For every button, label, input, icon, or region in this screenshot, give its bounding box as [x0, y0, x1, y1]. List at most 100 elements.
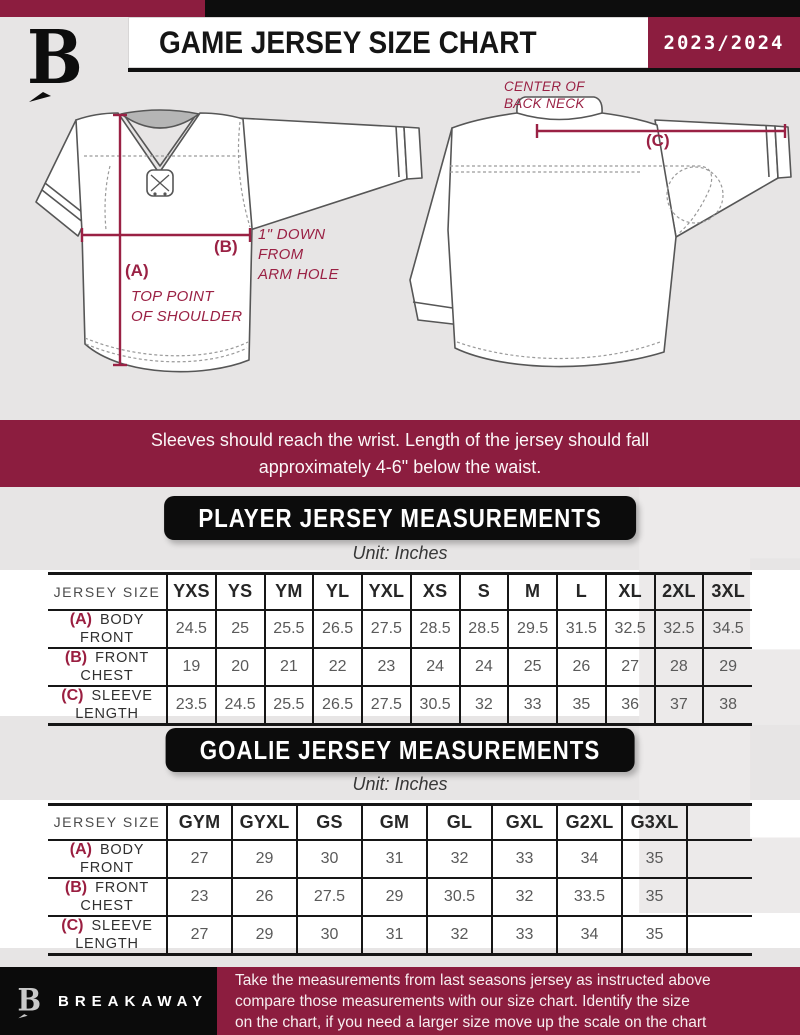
measurement-value-cell: 29 — [231, 839, 297, 878]
footer-instruction-line: compare those measurements with our size… — [235, 992, 690, 1010]
measurement-row-label: (B) FRONT CHEST — [48, 878, 167, 916]
measurement-value-cell: 29 — [702, 647, 752, 686]
measurement-value-cell: 27.5 — [296, 877, 362, 916]
player-banner-label: PLAYER JERSEY MEASUREMENTS — [198, 502, 602, 532]
empty-cell — [686, 877, 752, 916]
measurement-value-cell: 32.5 — [604, 609, 655, 648]
measure-key: (C) — [61, 686, 84, 704]
measure-c-note-line: CENTER OF — [504, 79, 585, 94]
measurement-value-cell: 28.5 — [458, 609, 509, 648]
goalie-unit-label: Unit: Inches — [352, 774, 448, 794]
measurement-value-cell: 26 — [231, 877, 297, 916]
table-row: (C) SLEEVE LENGTH 23.5 24.5 25.5 26.5 27.5 30.5… — [48, 685, 752, 725]
measure-b-label: (B) — [214, 237, 238, 256]
measure-name: SLEEVE LENGTH — [75, 917, 153, 952]
size-column-header: YS — [214, 573, 265, 610]
measurement-value-cell: 22 — [312, 647, 362, 686]
breakaway-footer-logo-icon — [17, 982, 42, 1019]
measurement-value-cell: 32 — [458, 685, 509, 724]
title-bar: GAME JERSEY SIZE CHART — [128, 17, 648, 68]
measurement-value-cell: 27.5 — [361, 609, 411, 648]
measurement-value-cell: 19 — [166, 647, 216, 686]
footer-instructions: Take the measurements from last seasons … — [217, 967, 800, 1035]
measurement-value-cell: 30.5 — [409, 685, 460, 724]
goalie-banner-label: GOALIE JERSEY MEASUREMENTS — [199, 734, 601, 764]
measurement-value-cell: 27 — [166, 839, 232, 878]
empty-cell — [686, 915, 752, 954]
measurement-value-cell: 31 — [361, 839, 427, 878]
measure-key: (B) — [64, 648, 88, 666]
size-column-header: GL — [426, 804, 492, 840]
size-column-header: G2XL — [556, 804, 622, 840]
measure-a-note-line: OF SHOULDER — [131, 308, 243, 325]
player-unit-label: Unit: Inches — [352, 543, 448, 563]
measure-b-note-line: FROM — [258, 246, 304, 263]
measurement-value-cell: 26 — [556, 647, 606, 686]
measurement-value-cell: 30 — [296, 915, 362, 954]
measurement-value-cell: 31 — [361, 915, 427, 954]
measurement-lines — [80, 113, 787, 367]
measurement-row-label: (A) BODY FRONT — [48, 610, 167, 648]
goalie-size-table: JERSEY SIZE GYM GYXL GS GM GL GXL G2XL G3XL (A) BO… — [48, 803, 752, 956]
measurement-value-cell: 25.5 — [263, 609, 314, 648]
measurement-value-cell: 26.5 — [312, 609, 362, 648]
measurement-value-cell: 30.5 — [426, 877, 492, 916]
measurement-value-cell: 29.5 — [507, 609, 557, 648]
measurement-value-cell: 27 — [604, 647, 655, 686]
measurement-value-cell: 31.5 — [556, 609, 606, 648]
measurement-value-cell: 24.5 — [214, 685, 265, 724]
measurement-value-cell: 35 — [556, 685, 606, 724]
size-column-header: L — [556, 573, 606, 610]
measurement-value-cell: 29 — [231, 915, 297, 954]
back-jersey-diagram — [409, 96, 792, 368]
breakaway-logo-icon — [27, 16, 83, 102]
measurement-value-cell: 26.5 — [312, 685, 362, 724]
measurement-value-cell: 32 — [491, 877, 557, 916]
measurement-row-label: (C) SLEEVE LENGTH — [48, 916, 167, 955]
size-column-header: 2XL — [653, 573, 704, 610]
measurement-row-label: (A) BODY FRONT — [48, 840, 167, 878]
measure-b-note-line: ARM HOLE — [258, 266, 339, 283]
size-column-header: GM — [361, 804, 427, 840]
measurement-row-label: (C) SLEEVE LENGTH — [48, 686, 167, 725]
measure-name: BODY FRONT — [80, 611, 145, 646]
size-column-header: GYXL — [231, 804, 297, 840]
measurement-value-cell: 32 — [426, 915, 492, 954]
measurement-value-cell: 34.5 — [702, 609, 752, 648]
measurement-value-cell: 23 — [361, 647, 411, 686]
measurement-value-cell: 34 — [556, 915, 622, 954]
measurement-row-label: (B) FRONT CHEST — [48, 648, 167, 686]
footer-instruction-line: Take the measurements from last seasons … — [235, 971, 711, 989]
size-column-header: 3XL — [702, 573, 752, 610]
fit-note-line: Sleeves should reach the wrist. Length o… — [150, 429, 650, 450]
measure-b-note-line: 1" DOWN — [258, 226, 326, 243]
measurement-value-cell: 28 — [653, 647, 704, 686]
table-row: (C) SLEEVE LENGTH 27 29 30 31 32 33 34 35 — [48, 915, 752, 955]
table-row: (B) FRONT CHEST 19 20 21 22 23 24 24 25 26 27 28 29 — [48, 647, 752, 686]
measure-c-note-line: BACK NECK — [504, 96, 585, 111]
season-badge: 2023/2024 — [648, 17, 800, 68]
top-strip-maroon — [0, 0, 205, 17]
measurement-value-cell: 33 — [491, 839, 557, 878]
size-column-header: GXL — [491, 804, 557, 840]
measure-b-note: 1" DOWN FROM ARM HOLE — [258, 225, 339, 285]
measurement-value-cell: 34 — [556, 839, 622, 878]
jersey-size-header: JERSEY SIZE — [53, 583, 161, 600]
measurement-value-cell: 36 — [604, 685, 655, 724]
size-column-header: XS — [409, 573, 460, 610]
size-column-header: XL — [604, 573, 655, 610]
measurement-value-cell: 29 — [361, 877, 427, 916]
size-column-header: GS — [296, 804, 362, 840]
table-row: (A) BODY FRONT 24.5 25 25.5 26.5 27.5 28.5 28.5 2… — [48, 609, 752, 648]
empty-cell — [686, 839, 752, 878]
goalie-measurements-banner: GOALIE JERSEY MEASUREMENTS — [165, 728, 635, 772]
table-row: (B) FRONT CHEST 23 26 27.5 29 30.5 32 33.5 35 — [48, 877, 752, 916]
measurement-value-cell: 27 — [166, 915, 232, 954]
measurement-value-cell: 23 — [166, 877, 232, 916]
table-header-row: JERSEY SIZE YXS YS YM YL YXL XS S M L XL 2XL 3XL — [48, 573, 752, 610]
measurement-value-cell: 35 — [621, 877, 687, 916]
player-measurements-banner: PLAYER JERSEY MEASUREMENTS — [164, 496, 636, 540]
measurement-value-cell: 28.5 — [409, 609, 460, 648]
measurement-value-cell: 35 — [621, 915, 687, 954]
